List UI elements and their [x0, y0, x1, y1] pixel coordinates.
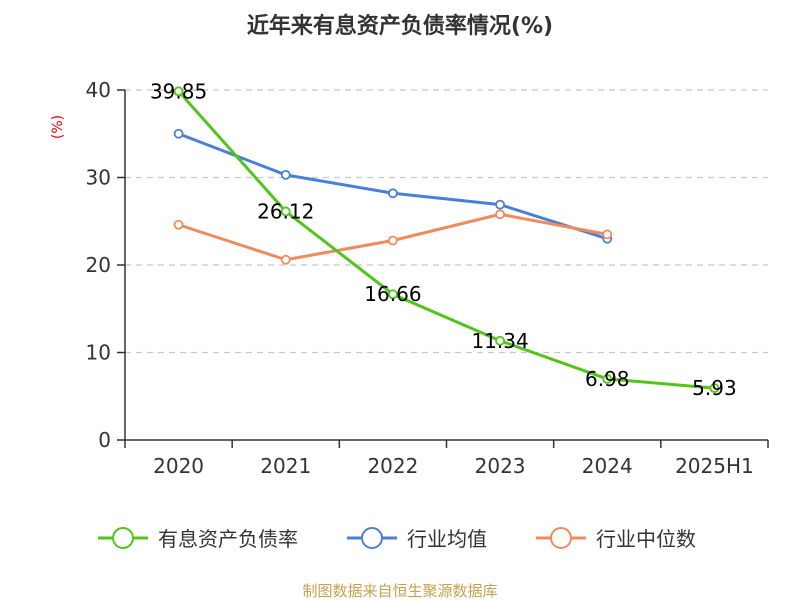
x-tick-label: 2024 — [582, 454, 633, 478]
y-tick-label: 30 — [86, 166, 111, 190]
series-line-0 — [177, 90, 715, 390]
data-label: 26.12 — [257, 199, 314, 223]
x-tick-label: 2025H1 — [675, 454, 754, 478]
y-tick-label: 40 — [86, 78, 111, 102]
y-tick-label: 10 — [86, 341, 111, 365]
legend-label: 有息资产负债率 — [158, 527, 298, 551]
data-point[interactable] — [495, 199, 505, 210]
data-point[interactable] — [388, 289, 398, 300]
data-label: 16.66 — [364, 282, 421, 306]
data-labels: 39.85 26.12 16.66 11.34 6.98 5.93 — [150, 79, 737, 400]
x-tick-label: 2021 — [260, 454, 311, 478]
data-point[interactable] — [602, 229, 613, 240]
x-tick-label: 2022 — [367, 454, 418, 478]
gridlines — [125, 89, 768, 354]
legend-swatch-marker — [550, 527, 572, 549]
series-lines — [173, 86, 720, 394]
data-label: 6.98 — [585, 367, 630, 391]
legend-swatch-marker — [361, 527, 383, 549]
legend-label: 行业均值 — [407, 527, 487, 551]
data-label: 5.93 — [692, 376, 737, 400]
data-point[interactable] — [173, 219, 184, 230]
data-point[interactable] — [495, 209, 505, 220]
legend-item[interactable]: 有息资产负债率 — [98, 527, 298, 551]
data-point[interactable] — [280, 169, 291, 180]
data-point[interactable] — [280, 206, 291, 217]
axes: 0 10 20 30 40 2020 2021 2022 2023 2024 2025H1 — [86, 78, 769, 478]
y-tick-label: 0 — [98, 428, 111, 452]
chart-title: 近年来有息资产负债率情况(%) — [247, 13, 553, 39]
data-label: 11.34 — [471, 329, 528, 353]
data-point[interactable] — [173, 86, 184, 97]
data-point[interactable] — [388, 188, 398, 199]
data-point[interactable] — [173, 128, 184, 139]
y-tick-label: 20 — [86, 253, 111, 277]
data-point[interactable] — [388, 235, 398, 246]
legend[interactable]: 有息资产负债率 行业均值 行业中位数 — [98, 527, 696, 551]
data-point[interactable] — [280, 254, 291, 265]
x-tick-label: 2020 — [153, 454, 204, 478]
data-point[interactable] — [495, 335, 505, 346]
legend-item[interactable]: 行业均值 — [347, 527, 487, 551]
source-note: 制图数据来自恒生聚源数据库 — [302, 582, 497, 600]
x-tick-label: 2023 — [475, 454, 526, 478]
y-axis-label: (%) — [50, 115, 66, 139]
legend-label: 行业中位数 — [596, 527, 696, 551]
legend-swatch-marker — [112, 527, 134, 549]
legend-item[interactable]: 行业中位数 — [536, 527, 696, 551]
data-label: 39.85 — [150, 79, 207, 103]
data-point[interactable] — [709, 383, 720, 394]
data-point[interactable] — [602, 374, 613, 384]
